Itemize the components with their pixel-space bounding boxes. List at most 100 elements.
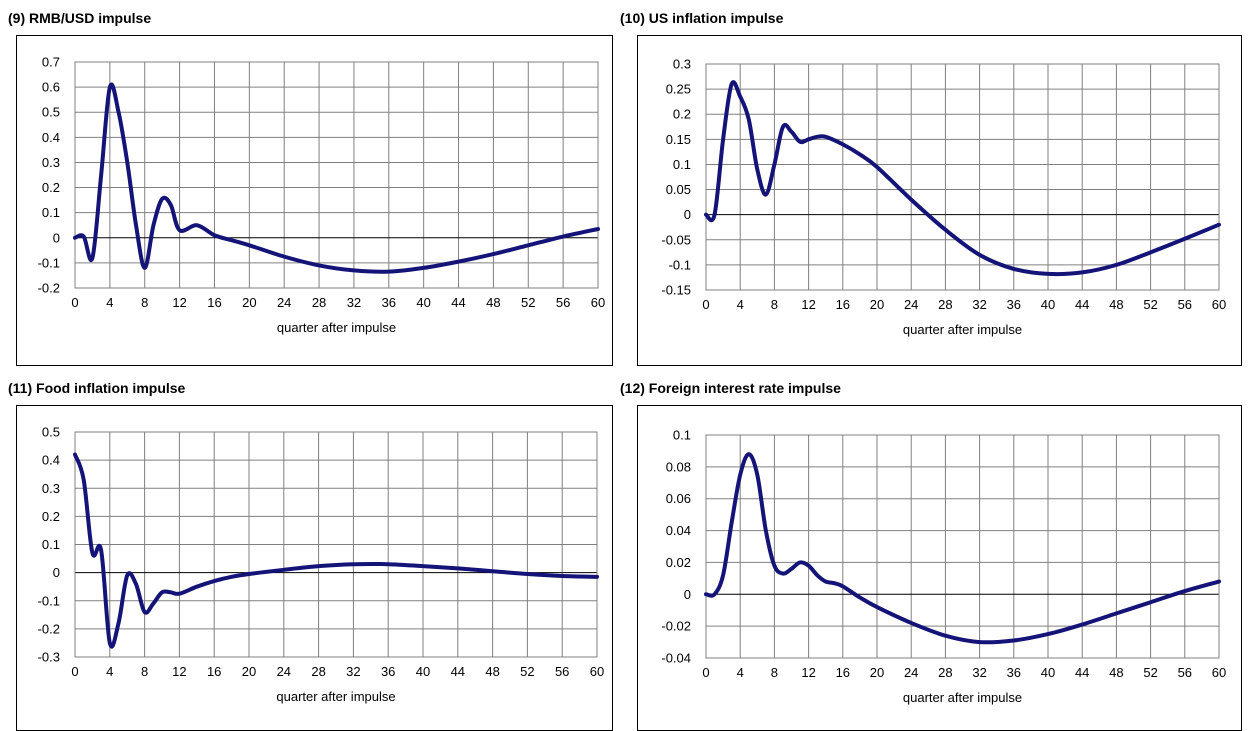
x-tick-label: 60 xyxy=(591,295,605,310)
plot-area-border xyxy=(705,63,1220,291)
y-tick-label: -0.1 xyxy=(38,255,60,270)
x-tick-label: 32 xyxy=(346,664,360,679)
y-tick-label: 0.2 xyxy=(42,180,60,195)
x-tick-label: 40 xyxy=(416,295,430,310)
x-tick-label: 28 xyxy=(311,664,325,679)
series-line xyxy=(73,82,600,274)
x-tick-label: 0 xyxy=(702,297,709,312)
y-tick-label: 0.06 xyxy=(666,491,691,506)
y-tick-label: 0.08 xyxy=(666,459,691,474)
x-tick-label: 32 xyxy=(972,297,986,312)
x-tick-label: 48 xyxy=(1109,665,1123,680)
x-tick-label: 28 xyxy=(938,297,952,312)
x-tick-label: 24 xyxy=(904,665,918,680)
x-tick-label: 56 xyxy=(555,664,569,679)
x-tick-label: 32 xyxy=(972,665,986,680)
y-tick-label: -0.1 xyxy=(38,593,60,608)
x-tick-label: 52 xyxy=(1143,297,1157,312)
series-line xyxy=(704,452,1221,645)
x-tick-label: 44 xyxy=(1075,665,1089,680)
x-axis-label: quarter after impulse xyxy=(277,320,396,335)
chart-title-12: (12) Foreign interest rate impulse xyxy=(620,380,841,396)
x-tick-label: 52 xyxy=(1143,665,1157,680)
x-tick-label: 8 xyxy=(771,297,778,312)
x-tick-label: 48 xyxy=(1109,297,1123,312)
plot-area-border xyxy=(705,434,1220,659)
x-tick-label: 36 xyxy=(1007,665,1021,680)
y-tick-label: 0.1 xyxy=(673,157,691,172)
x-tick-label: 52 xyxy=(520,664,534,679)
x-tick-label: 12 xyxy=(172,295,186,310)
x-axis-label: quarter after impulse xyxy=(276,689,395,704)
y-tick-label: 0.5 xyxy=(42,105,60,120)
y-tick-label: -0.05 xyxy=(661,232,691,247)
y-tick-label: 0.1 xyxy=(42,537,60,552)
x-tick-label: 44 xyxy=(451,664,465,679)
x-tick-label: 48 xyxy=(485,664,499,679)
y-tick-label: 0.2 xyxy=(42,509,60,524)
chart-title-11: (11) Food inflation impulse xyxy=(8,380,186,396)
y-tick-label: -0.02 xyxy=(661,619,691,634)
x-tick-label: 28 xyxy=(312,295,326,310)
x-tick-label: 24 xyxy=(277,664,291,679)
x-tick-label: 36 xyxy=(382,295,396,310)
plot-area-border xyxy=(74,431,598,658)
x-tick-label: 4 xyxy=(737,665,744,680)
x-tick-label: 12 xyxy=(172,664,186,679)
y-tick-label: 0 xyxy=(684,587,691,602)
plot-area-border xyxy=(74,61,599,289)
y-tick-label: 0.04 xyxy=(666,523,691,538)
y-tick-label: -0.2 xyxy=(38,281,60,296)
x-tick-label: 0 xyxy=(702,665,709,680)
x-tick-label: 48 xyxy=(486,295,500,310)
x-tick-label: 4 xyxy=(106,295,113,310)
y-tick-label: 0.05 xyxy=(666,182,691,197)
y-tick-label: -0.1 xyxy=(669,257,691,272)
x-tick-label: 16 xyxy=(836,665,850,680)
y-tick-label: -0.04 xyxy=(661,651,691,666)
y-tick-label: 0.1 xyxy=(673,428,691,443)
x-tick-label: 44 xyxy=(451,295,465,310)
x-tick-label: 24 xyxy=(277,295,291,310)
y-tick-label: 0.7 xyxy=(42,55,60,70)
x-tick-label: 44 xyxy=(1075,297,1089,312)
x-axis-label: quarter after impulse xyxy=(903,322,1022,337)
x-tick-label: 36 xyxy=(1007,297,1021,312)
y-tick-label: 0.2 xyxy=(673,107,691,122)
chart-frame-12 xyxy=(637,405,1242,731)
x-tick-label: 56 xyxy=(1178,665,1192,680)
x-tick-label: 40 xyxy=(416,664,430,679)
x-tick-label: 24 xyxy=(904,297,918,312)
y-tick-label: 0.5 xyxy=(42,425,60,440)
y-tick-label: 0.02 xyxy=(666,555,691,570)
y-tick-label: 0.1 xyxy=(42,205,60,220)
x-tick-label: 40 xyxy=(1041,297,1055,312)
x-tick-label: 32 xyxy=(347,295,361,310)
x-tick-label: 8 xyxy=(141,664,148,679)
y-tick-label: 0 xyxy=(53,230,60,245)
x-axis-label: quarter after impulse xyxy=(903,690,1022,705)
x-tick-label: 60 xyxy=(1212,665,1226,680)
chart-title-10: (10) US inflation impulse xyxy=(620,10,784,26)
y-tick-label: 0.25 xyxy=(666,82,691,97)
y-tick-label: 0.6 xyxy=(42,80,60,95)
x-tick-label: 20 xyxy=(242,664,256,679)
x-tick-label: 16 xyxy=(836,297,850,312)
series-line xyxy=(704,80,1221,277)
y-tick-label: 0.4 xyxy=(42,453,60,468)
x-tick-label: 4 xyxy=(106,664,113,679)
x-tick-label: 56 xyxy=(556,295,570,310)
x-tick-label: 8 xyxy=(771,665,778,680)
x-tick-label: 16 xyxy=(207,295,221,310)
x-tick-label: 4 xyxy=(737,297,744,312)
x-tick-label: 60 xyxy=(1212,297,1226,312)
x-tick-label: 28 xyxy=(938,665,952,680)
x-tick-label: 20 xyxy=(870,297,884,312)
x-tick-label: 16 xyxy=(207,664,221,679)
y-tick-label: 0 xyxy=(53,565,60,580)
x-tick-label: 12 xyxy=(801,665,815,680)
y-tick-label: 0.3 xyxy=(673,57,691,72)
